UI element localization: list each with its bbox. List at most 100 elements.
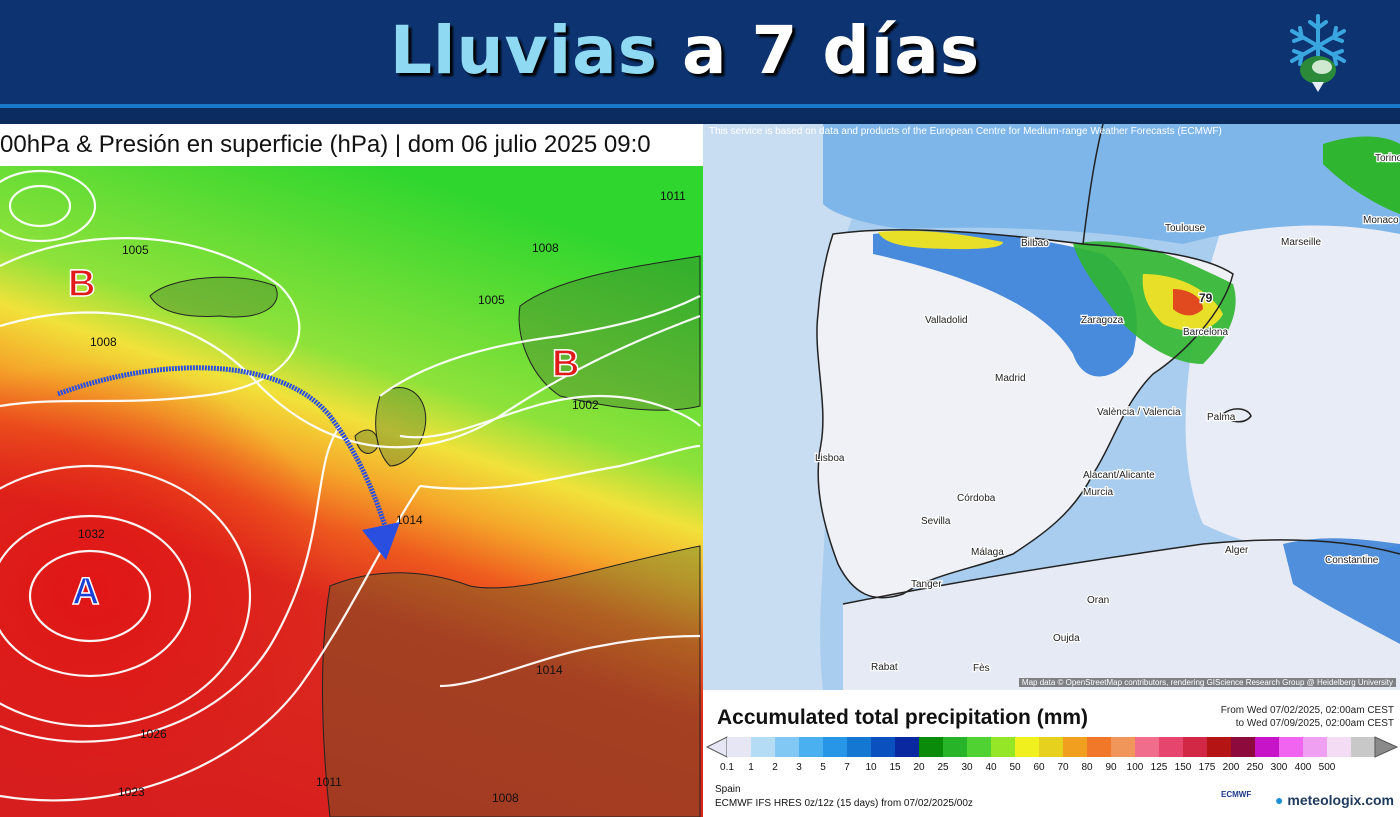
legend-swatch	[1327, 737, 1352, 757]
isobar-label: 1032	[78, 527, 105, 541]
ecmwf-notice: This service is based on data and produc…	[709, 126, 1222, 137]
legend-tick-label: 15	[889, 762, 901, 773]
city-label: Constantine	[1325, 555, 1379, 566]
city-label: Palma	[1207, 412, 1236, 423]
city-label: Alacant/Alicante	[1083, 470, 1155, 481]
synoptic-map-caption: 00hPa & Presión en superficie (hPa) | do…	[0, 124, 703, 166]
legend-swatch	[895, 737, 920, 757]
legend-tick-label: 5	[820, 762, 826, 773]
legend-tick-label: 7	[844, 762, 850, 773]
title-part-1: Lluvias	[389, 12, 659, 89]
city-label: Sevilla	[921, 516, 951, 527]
synoptic-map: 1005 1008 1011 1008 1005 1002 1014 1032 …	[0, 166, 703, 817]
legend-swatch	[1063, 737, 1088, 757]
legend-swatch	[799, 737, 824, 757]
ecmwf-logo: ECMWF	[1221, 790, 1252, 799]
page-title: Lluvias a 7 días	[0, 12, 1370, 89]
legend-tick-label: 125	[1150, 762, 1168, 773]
city-label: Murcia	[1083, 487, 1113, 498]
header-divider	[0, 104, 1400, 120]
legend-swatch	[1015, 737, 1040, 757]
legend-swatch	[1255, 737, 1280, 757]
legend-date-range: From Wed 07/02/2025, 02:00am CEST to Wed…	[1221, 704, 1394, 730]
legend-swatch	[919, 737, 944, 757]
low-pressure-label: B	[68, 263, 95, 305]
legend-tick-label: 100	[1126, 762, 1144, 773]
legend-tick-label: 70	[1057, 762, 1069, 773]
isobar-label: 1011	[660, 189, 686, 203]
legend-swatch	[1279, 737, 1304, 757]
legend-swatch	[1159, 737, 1184, 757]
city-label: Córdoba	[957, 493, 996, 504]
legend-date-from: From Wed 07/02/2025, 02:00am CEST	[1220, 705, 1394, 716]
city-label: Marseille	[1281, 237, 1321, 248]
legend-swatch	[1183, 737, 1208, 757]
legend-tick-label: 400	[1294, 762, 1312, 773]
flow-arrow-icon	[57, 365, 400, 560]
city-label: Madrid	[995, 373, 1026, 384]
legend-tick-label: 175	[1198, 762, 1216, 773]
legend-tick-label: 80	[1081, 762, 1093, 773]
city-label: Fès	[973, 663, 990, 674]
max-value-label: 79	[1199, 291, 1213, 305]
isobar-label: 1002	[572, 398, 599, 412]
city-label: Tanger	[911, 579, 942, 590]
city-label: Rabat	[871, 662, 898, 673]
city-label: Bilbao	[1021, 238, 1049, 249]
legend-tick-label: 500	[1318, 762, 1336, 773]
city-label: Oran	[1087, 595, 1109, 606]
legend-arrow-right	[1374, 736, 1399, 758]
legend-title: Accumulated total precipitation (mm)	[717, 706, 1089, 729]
synoptic-map-panel: 00hPa & Presión en superficie (hPa) | do…	[0, 124, 703, 817]
precipitation-legend: Accumulated total precipitation (mm) Fro…	[703, 690, 1400, 817]
legend-swatch	[1231, 737, 1256, 757]
legend-date-to: to Wed 07/09/2025, 02:00am CEST	[1235, 718, 1394, 729]
legend-tick-label: 200	[1222, 762, 1240, 773]
city-label: Lisboa	[815, 453, 845, 464]
precipitation-map-panel: Bilbao Toulouse Marseille Monaco Torino …	[703, 124, 1400, 817]
high-pressure-label: A	[72, 571, 99, 613]
legend-swatch	[1111, 737, 1136, 757]
legend-swatch	[967, 737, 992, 757]
map-attribution: Map data © OpenStreetMap contributors, r…	[1018, 678, 1396, 687]
legend-swatch	[1039, 737, 1064, 757]
legend-swatch	[1303, 737, 1328, 757]
legend-swatch	[991, 737, 1016, 757]
snowflake-icon	[1290, 14, 1346, 92]
legend-swatch	[871, 737, 896, 757]
legend-tick-label: 50	[1009, 762, 1021, 773]
isobar-label: 1011	[316, 775, 342, 789]
legend-tick-label: 10	[865, 762, 877, 773]
city-label: Zaragoza	[1081, 315, 1124, 326]
legend-tick-label: 1	[748, 762, 754, 773]
legend-tick-label: 90	[1105, 762, 1117, 773]
legend-swatch	[1135, 737, 1160, 757]
legend-model-info: ECMWF IFS HRES 0z/12z (15 days) from 07/…	[715, 798, 973, 809]
legend-tick-label: 40	[985, 762, 997, 773]
isobar-label: 1014	[536, 663, 563, 677]
city-label: Torino	[1375, 153, 1400, 164]
title-part-2: a 7 días	[682, 12, 981, 89]
legend-tick-label: 25	[937, 762, 949, 773]
globe-icon: ●	[1275, 792, 1284, 808]
isobar-label: 1005	[122, 243, 149, 257]
legend-swatch	[1207, 737, 1232, 757]
header: Lluvias a 7 días	[0, 0, 1400, 104]
legend-tick-label: 0.1	[720, 762, 734, 773]
isobar-label: 1014	[396, 513, 423, 527]
city-label: Toulouse	[1165, 223, 1205, 234]
city-label: Málaga	[971, 547, 1004, 558]
brand-label: ● meteologix.com	[1275, 792, 1394, 808]
legend-tick-label: 250	[1246, 762, 1264, 773]
legend-swatch	[847, 737, 872, 757]
brand-text: meteologix.com	[1287, 792, 1394, 808]
legend-tick-label: 60	[1033, 762, 1045, 773]
city-label: Barcelona	[1183, 327, 1228, 338]
legend-tick-label: 3	[796, 762, 802, 773]
legend-arrow-left	[705, 736, 728, 758]
isobar-label: 1008	[532, 241, 559, 255]
city-label: Alger	[1225, 545, 1249, 556]
legend-swatch	[823, 737, 848, 757]
legend-swatch	[775, 737, 800, 757]
city-label: València / Valencia	[1097, 407, 1181, 418]
